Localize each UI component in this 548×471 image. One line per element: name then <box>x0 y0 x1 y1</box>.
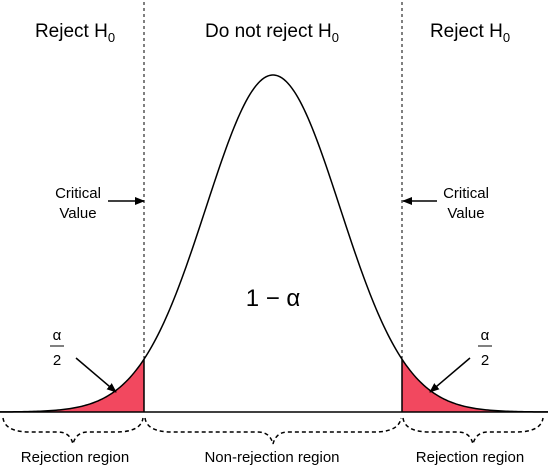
header-center: Do not reject H0 <box>205 21 339 45</box>
left-critical-label-line2: Value <box>59 205 96 222</box>
center-region-brace <box>144 417 402 445</box>
right-region-brace <box>402 417 544 445</box>
left-region-brace <box>2 417 144 445</box>
header-right: Reject H0 <box>430 21 510 45</box>
right-critical-label-line2: Value <box>447 205 484 222</box>
bottom-label-right: Rejection region <box>416 449 524 466</box>
center-label: 1 − α <box>246 285 301 312</box>
normal-curve <box>0 74 548 413</box>
right-rejection-area <box>402 359 548 412</box>
right-alpha-arrow <box>429 357 471 393</box>
left-alpha-arrow <box>75 357 117 393</box>
left-alpha-numerator: α <box>53 327 62 344</box>
right-alpha-numerator: α <box>481 327 490 344</box>
bottom-label-center: Non-rejection region <box>204 449 339 466</box>
left-rejection-area <box>0 359 144 412</box>
bottom-label-left: Rejection region <box>21 449 129 466</box>
left-alpha-denominator: 2 <box>53 352 61 369</box>
header-left: Reject H0 <box>35 21 115 45</box>
right-alpha-denominator: 2 <box>481 352 489 369</box>
left-critical-label-line1: Critical <box>55 185 101 202</box>
right-critical-label-line1: Critical <box>443 185 489 202</box>
